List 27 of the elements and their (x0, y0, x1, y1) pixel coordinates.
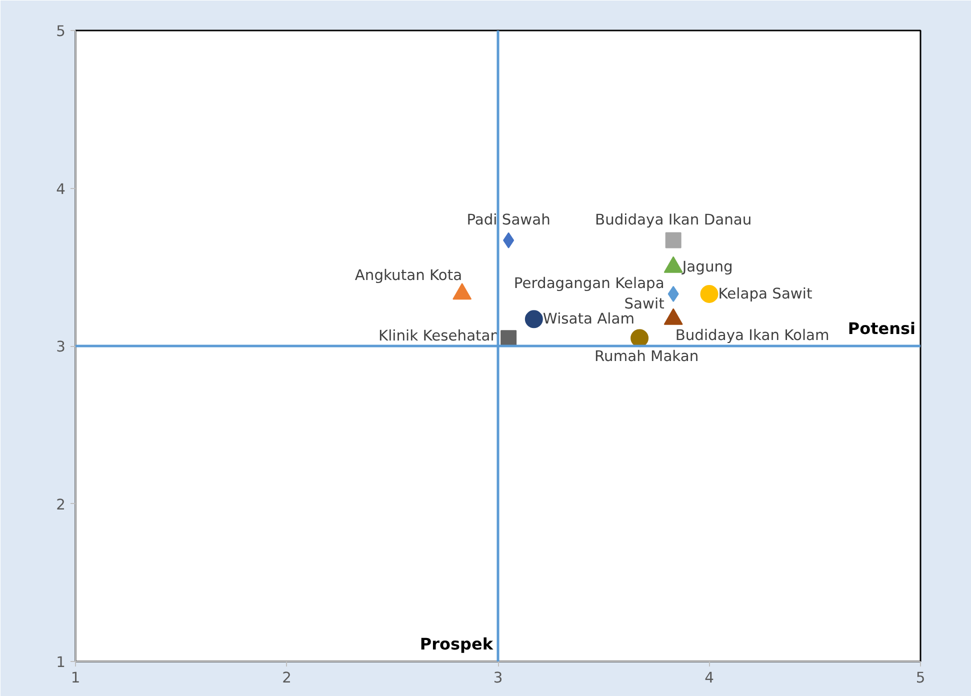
y-tick-label: 1 (56, 654, 66, 671)
x-tick-label: 2 (282, 670, 292, 686)
series-label: Budidaya Ikan Kolam (675, 327, 830, 344)
point (665, 232, 682, 248)
ref-line-label: Prospek (420, 634, 494, 654)
y-tick-label: 4 (56, 180, 66, 198)
ref-line-label: Potensi (848, 319, 916, 338)
x-tick-label: 4 (704, 670, 714, 686)
point (524, 310, 543, 328)
series-label: Jagung (681, 258, 733, 276)
x-tick-label: 5 (916, 670, 926, 686)
series-label: Angkutan Kota (354, 266, 462, 284)
series-label: Budidaya Ikan Danau (595, 211, 752, 228)
y-tick-label: 5 (56, 23, 66, 40)
point (630, 329, 649, 348)
x-tick-label: 3 (493, 670, 503, 686)
series-label: Perdagangan Kelapa Sawit (514, 275, 665, 313)
series-label: Rumah Makan (594, 348, 699, 366)
y-tick-label: 2 (56, 496, 66, 514)
series-label: Padi Sawah (466, 211, 550, 228)
y-tick-label: 3 (56, 338, 66, 356)
series-label: Wisata Alam (542, 310, 635, 328)
x-tick-label: 1 (70, 670, 80, 686)
series-label: Kelapa Sawit (718, 285, 812, 302)
point (700, 284, 718, 303)
series-label: Klinik Kesehatan (378, 328, 500, 345)
point (500, 330, 517, 346)
